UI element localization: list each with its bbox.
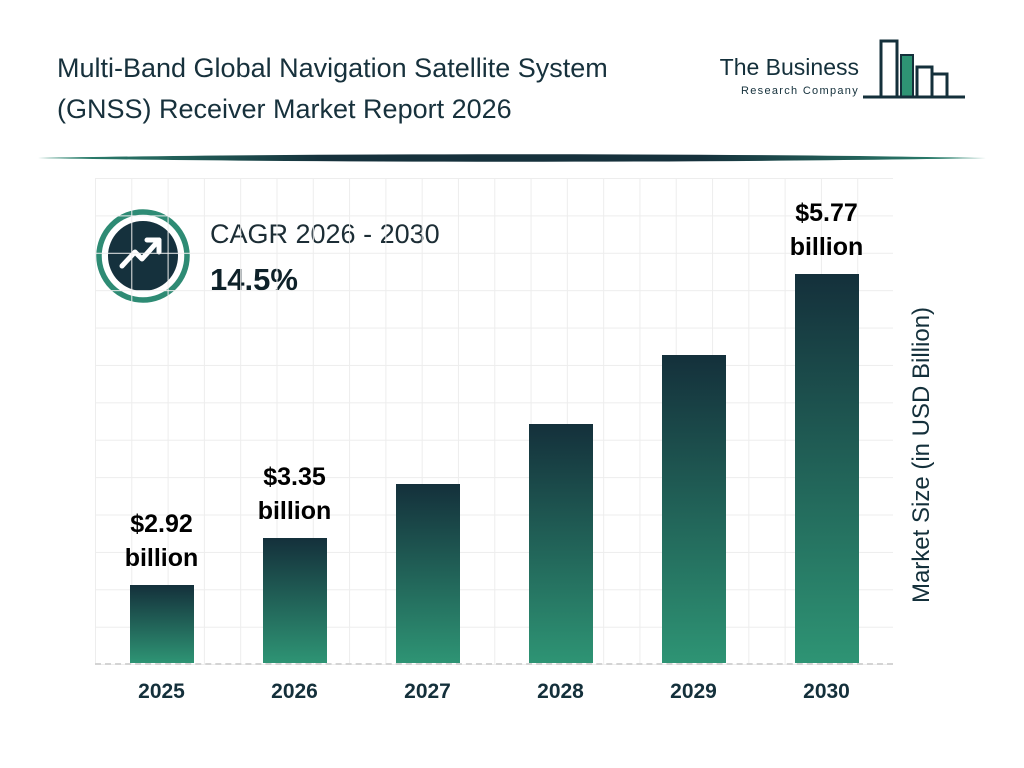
company-logo: The Business Research Company [720,38,968,112]
x-tick-label-2029: 2029 [670,680,717,703]
bar-2026 [262,538,327,663]
logo-text-secondary: Research Company [740,85,859,97]
x-axis-labels: 2025 2026 2027 2028 2029 2030 [95,680,893,712]
logo-text: The Business Research Company [720,54,859,97]
report-title: Multi-Band Global Navigation Satellite S… [57,48,608,130]
x-tick-label-2030: 2030 [803,680,850,703]
bar-2030 [794,274,859,663]
bar-2027 [395,484,460,663]
plot-area: $2.92 billion $3.35 billion $5.77 billion [95,178,893,665]
x-tick-label-2027: 2027 [404,680,451,703]
divider-line [38,154,986,162]
bar-value-label-2026: $3.35 billion [257,463,332,525]
y-axis-label: Market Size (in USD Billion) [908,306,935,604]
logo-text-primary: The Business [719,54,859,80]
x-tick-label-2026: 2026 [271,680,318,703]
bar-value-label-2025: $2.92 billion [124,510,199,572]
bar-2028 [528,424,593,663]
bar-2029 [661,355,726,663]
logo-bars-icon [863,39,965,99]
report-title-line2: (GNSS) Receiver Market Report 2026 [57,94,512,124]
bar-2025 [129,585,194,663]
bar-value-label-2030: $5.77 billion [789,199,864,261]
x-tick-label-2025: 2025 [138,680,185,703]
report-title-line1: Multi-Band Global Navigation Satellite S… [57,53,608,83]
x-tick-label-2028: 2028 [537,680,584,703]
